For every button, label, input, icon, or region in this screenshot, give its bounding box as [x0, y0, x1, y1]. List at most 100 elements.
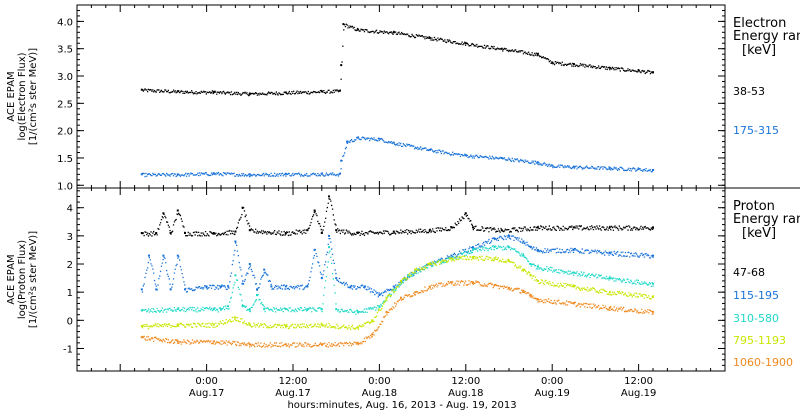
data-point	[248, 229, 251, 232]
data-point	[414, 291, 417, 294]
data-point	[220, 308, 222, 311]
data-point	[306, 229, 309, 232]
data-point	[155, 288, 158, 291]
data-point	[320, 343, 323, 346]
series-scatter-proton-2	[141, 245, 654, 315]
data-point	[385, 296, 388, 299]
data-point	[220, 285, 222, 288]
data-point	[572, 271, 575, 274]
data-point	[472, 226, 474, 229]
data-point	[652, 295, 654, 298]
data-point	[155, 232, 158, 234]
x-tick-date: Aug.18	[362, 388, 397, 399]
y-tick-label: 3	[67, 232, 73, 243]
data-point	[176, 90, 179, 93]
legend-entry: 115-195	[733, 289, 779, 302]
data-point	[306, 308, 309, 311]
data-point	[536, 298, 539, 301]
data-point	[176, 254, 179, 257]
data-point	[472, 246, 474, 249]
data-point	[169, 232, 172, 234]
data-point	[212, 172, 215, 175]
data-point	[320, 308, 323, 311]
legend-title: [keV]	[742, 43, 776, 58]
x-tick-time: 0:00	[368, 376, 390, 387]
data-point	[400, 279, 402, 282]
series-scatter-electron-1	[141, 136, 654, 178]
y-tick-label: -1	[63, 344, 73, 355]
data-point	[248, 308, 251, 311]
data-point	[652, 282, 654, 285]
data-point	[140, 288, 143, 291]
series-scatter-proton-3	[141, 255, 654, 331]
data-point	[256, 294, 258, 296]
data-point	[338, 172, 341, 175]
data-point	[320, 323, 323, 326]
data-point	[320, 277, 323, 280]
data-point	[428, 148, 431, 151]
data-point	[400, 296, 402, 299]
data-point	[162, 254, 165, 257]
data-point	[608, 277, 611, 280]
data-point	[342, 23, 345, 26]
data-point	[608, 306, 611, 309]
data-point	[608, 251, 611, 254]
data-point	[227, 285, 230, 288]
data-point	[284, 343, 287, 346]
data-point	[140, 309, 143, 312]
data-point	[414, 268, 417, 271]
data-point	[536, 161, 539, 164]
data-point	[338, 89, 341, 92]
x-tick-date: Aug.19	[534, 388, 569, 399]
data-point	[284, 285, 287, 288]
data-point	[184, 288, 186, 291]
data-point	[652, 169, 654, 171]
data-point	[529, 263, 532, 265]
data-point	[551, 61, 554, 64]
y-axis-label: ACE EPAM	[6, 254, 17, 304]
y-tick-label: 2.5	[57, 99, 73, 110]
data-point	[356, 341, 359, 344]
data-point	[522, 254, 525, 257]
data-point	[385, 310, 388, 313]
y-axis-label: [1/(cm²s ster MeV)]	[28, 48, 39, 145]
x-tick-time: 12:00	[451, 376, 480, 387]
y-tick-label: 0	[67, 316, 73, 327]
data-point	[371, 333, 374, 336]
y-tick-label: 3.5	[57, 45, 73, 56]
legend-title: Energy ran	[733, 212, 800, 227]
y-tick-label: 2	[67, 260, 73, 271]
data-point	[234, 230, 237, 233]
data-point	[536, 53, 539, 56]
legend-entry: 175-315	[733, 124, 779, 137]
data-point	[313, 209, 316, 212]
data-point	[140, 88, 143, 91]
data-point	[263, 308, 266, 311]
data-point	[536, 279, 539, 282]
data-point	[270, 285, 273, 288]
data-point	[328, 234, 330, 237]
x-tick-time: 12:00	[624, 376, 653, 387]
data-point	[335, 308, 338, 311]
data-point	[472, 248, 474, 251]
data-point	[313, 248, 316, 251]
data-point	[248, 263, 251, 265]
data-point	[205, 285, 208, 288]
data-point	[340, 64, 343, 67]
data-point	[529, 295, 532, 298]
legend-title: Energy ran	[733, 29, 800, 44]
data-point	[356, 28, 359, 31]
data-point	[508, 246, 510, 249]
data-point	[320, 232, 323, 234]
data-point	[450, 281, 453, 284]
y-tick-label: 2.0	[57, 127, 73, 138]
data-point	[464, 212, 467, 215]
series-scatter-proton-4	[141, 280, 654, 348]
data-point	[349, 285, 352, 288]
data-point	[184, 232, 186, 234]
data-point	[140, 173, 143, 176]
data-point	[176, 323, 179, 326]
data-point	[572, 285, 575, 288]
data-point	[212, 90, 215, 93]
data-point	[248, 92, 251, 95]
